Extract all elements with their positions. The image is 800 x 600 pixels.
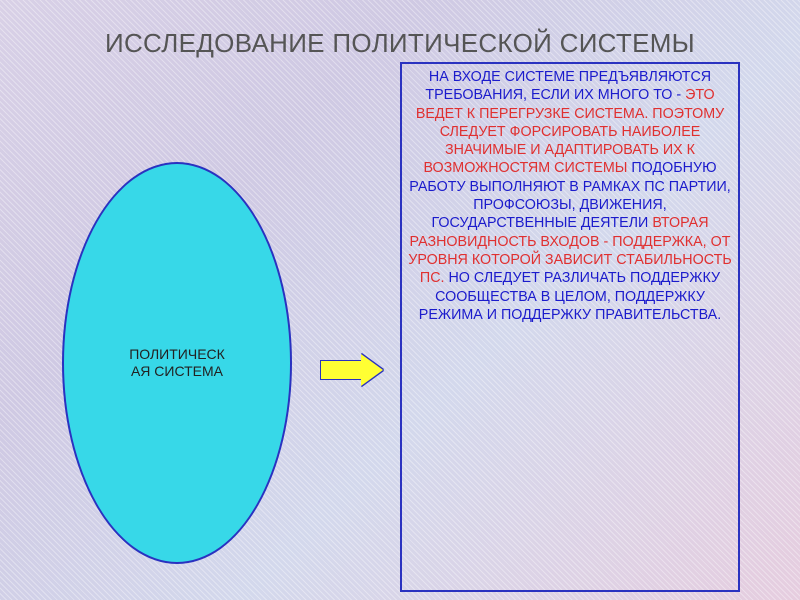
slide-title: ИССЛЕДОВАНИЕ ПОЛИТИЧЕСКОЙ СИСТЕМЫ bbox=[0, 28, 800, 59]
slide: ИССЛЕДОВАНИЕ ПОЛИТИЧЕСКОЙ СИСТЕМЫ ПОЛИТИ… bbox=[0, 0, 800, 600]
arrow-right-icon bbox=[320, 354, 383, 386]
arrow-head bbox=[361, 354, 383, 386]
arrow-shaft bbox=[320, 360, 361, 380]
text-segment: НО СЛЕДУЕТ РАЗЛИЧАТЬ ПОДДЕРЖКУ СООБЩЕСТВ… bbox=[419, 270, 721, 323]
ellipse-label: ПОЛИТИЧЕСКАЯ СИСТЕМА bbox=[119, 346, 235, 380]
description-textbox: НА ВХОДЕ СИСТЕМЕ ПРЕДЪЯВЛЯЮТСЯ ТРЕБОВАНИ… bbox=[400, 62, 740, 592]
text-segment: НА ВХОДЕ СИСТЕМЕ ПРЕДЪЯВЛЯЮТСЯ ТРЕБОВАНИ… bbox=[425, 69, 711, 103]
political-system-ellipse: ПОЛИТИЧЕСКАЯ СИСТЕМА bbox=[62, 162, 292, 564]
